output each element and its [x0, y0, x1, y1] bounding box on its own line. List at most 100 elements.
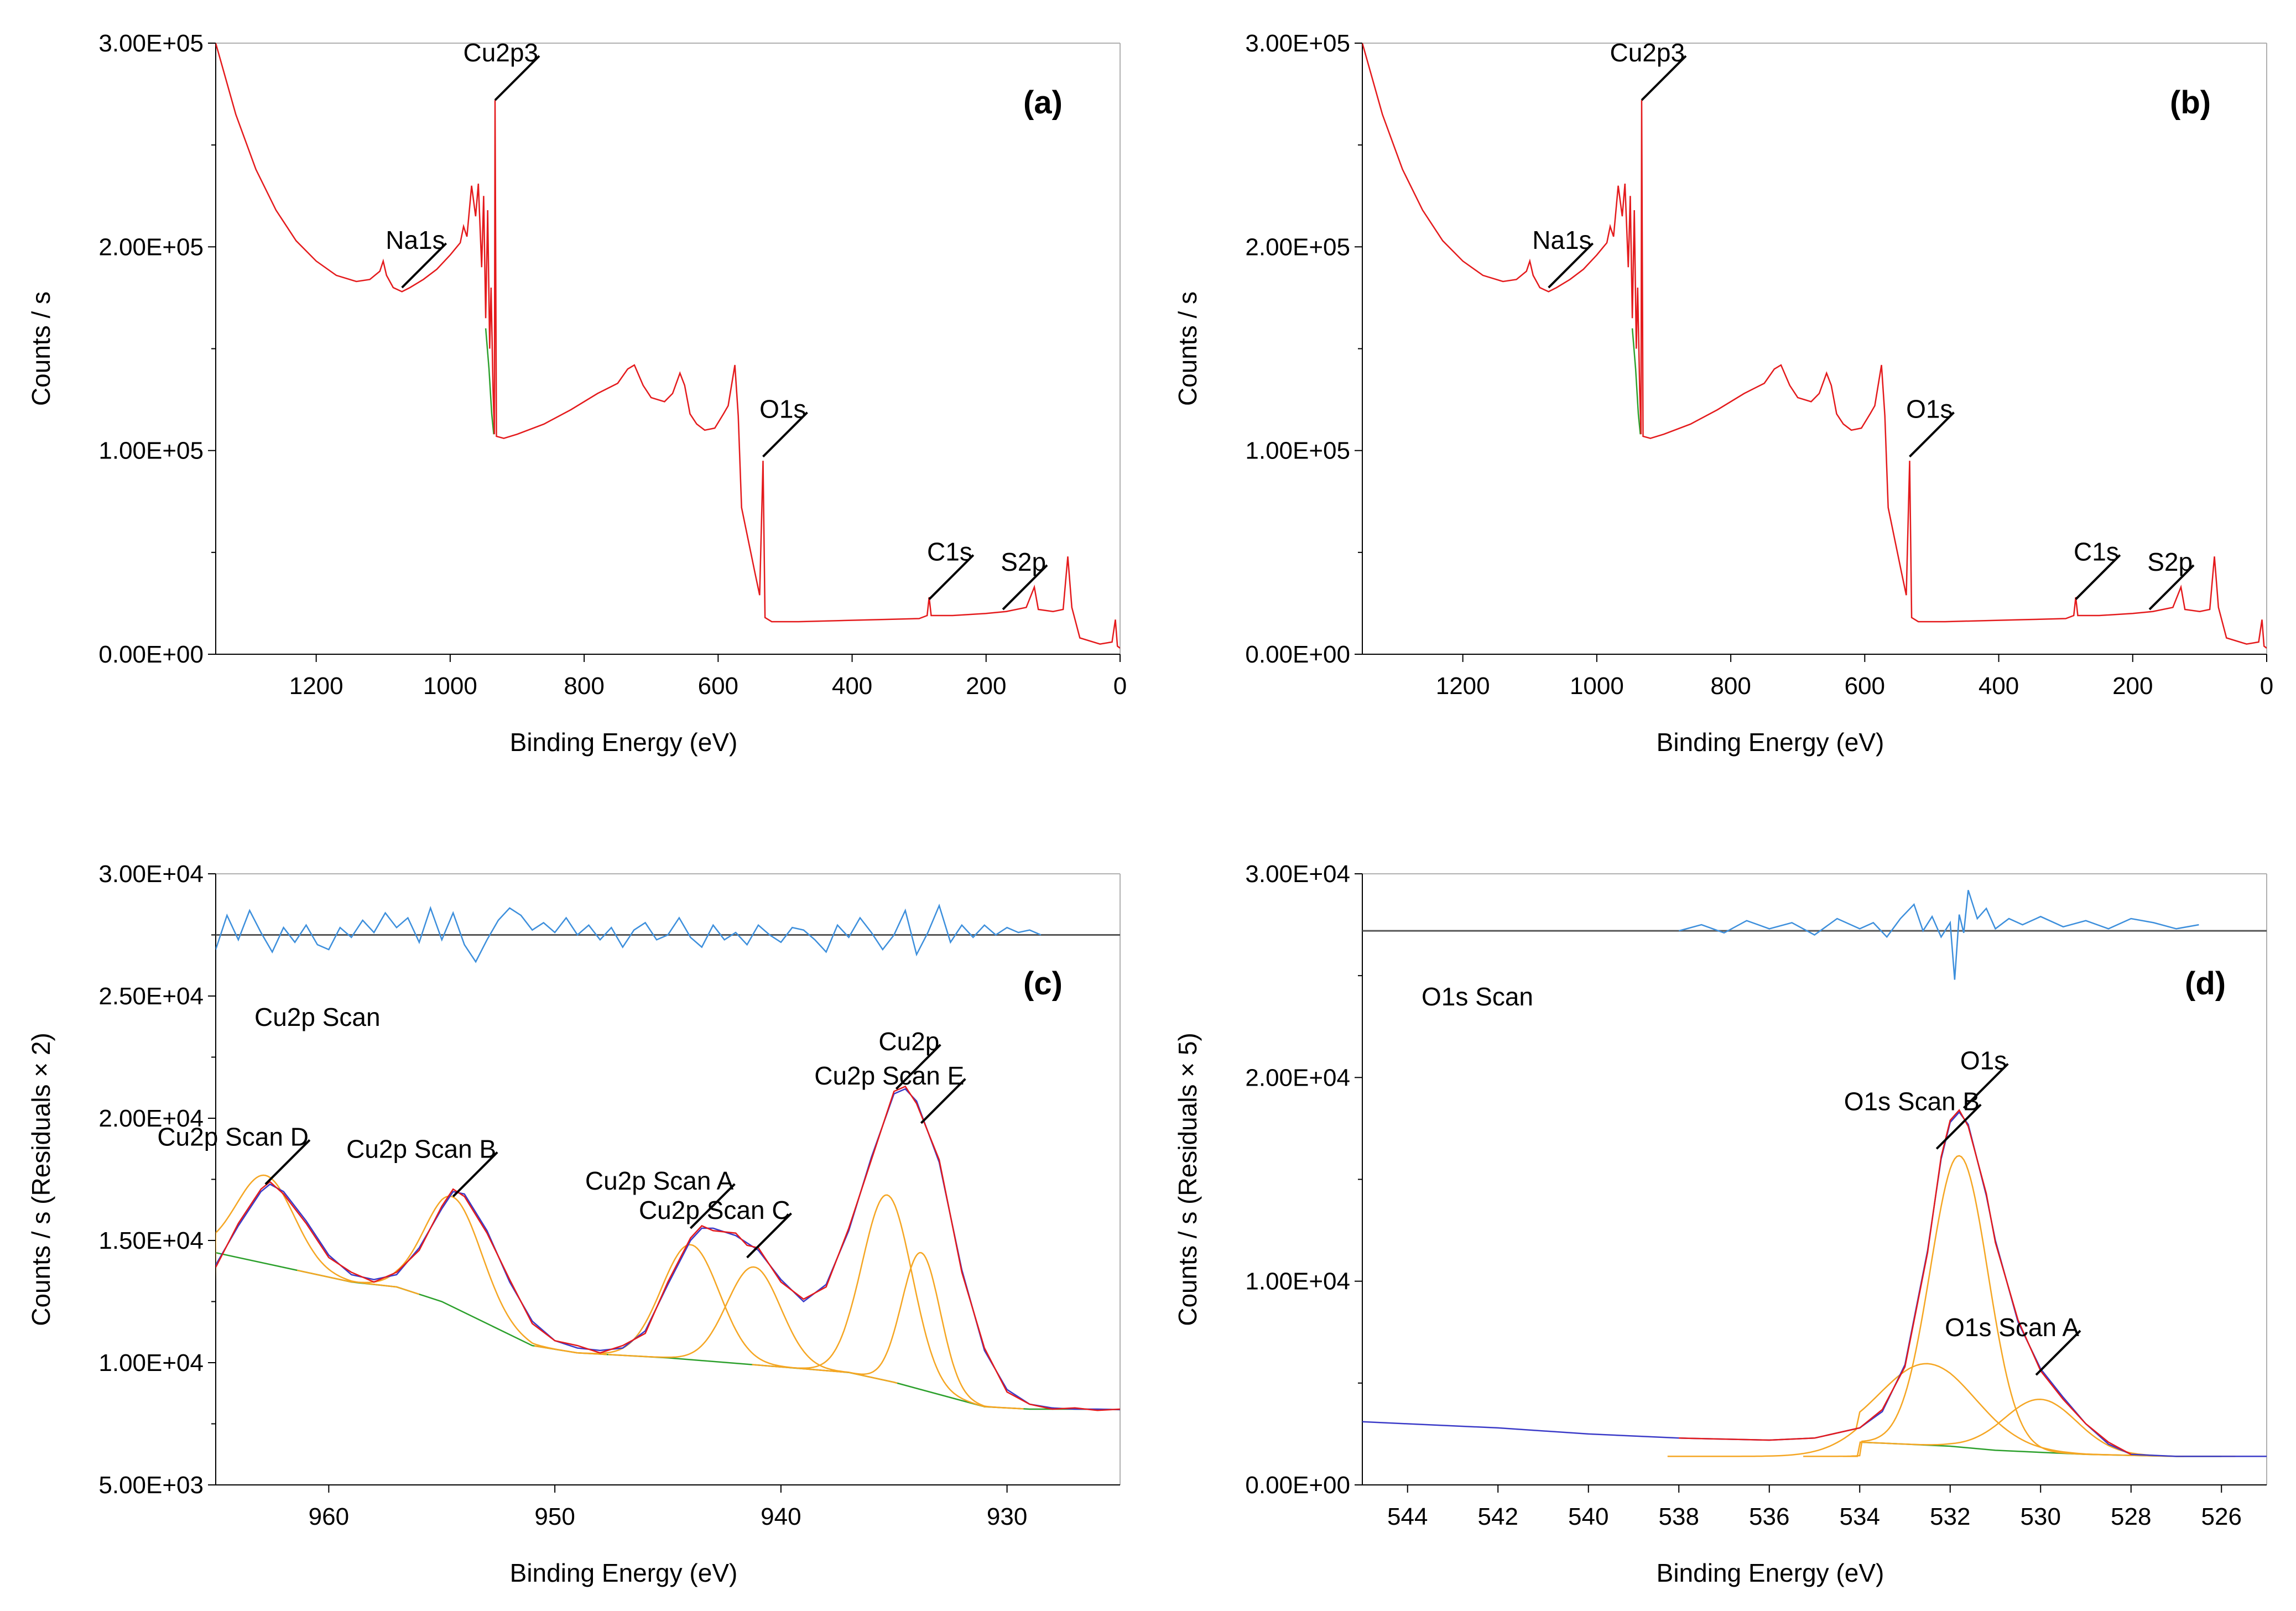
series-cu2p-scan-b: [296, 1195, 607, 1355]
x-tick-label: 400: [1979, 672, 2019, 700]
series-background: [216, 1252, 1120, 1411]
series-cu2p-second: [817, 1252, 1024, 1410]
x-tick-label: 540: [1568, 1503, 1608, 1530]
x-axis-label: Binding Energy (eV): [1657, 1558, 1884, 1587]
peak-leader-line: [494, 55, 540, 101]
x-tick-label: 600: [1845, 672, 1885, 700]
peak-leader-line: [895, 1044, 941, 1090]
plot-area: [216, 903, 1120, 1411]
peak-label: O1s: [1960, 1046, 2007, 1075]
panel-label: (a): [1023, 85, 1063, 121]
y-tick-label: 2.50E+04: [98, 983, 204, 1010]
y-tick-label: 5.00E+03: [98, 1472, 204, 1499]
x-tick-label: 532: [1930, 1503, 1970, 1530]
x-tick-label: 536: [1749, 1503, 1789, 1530]
peak-leader-line: [762, 411, 808, 458]
peak-label: C1s: [927, 538, 972, 566]
x-tick-label: 600: [698, 672, 738, 700]
x-tick-label: 960: [309, 1503, 349, 1530]
x-tick-label: 1200: [1436, 672, 1490, 700]
y-axis-label: Counts / s (Residuals × 2): [27, 1033, 55, 1326]
series-o1s-scan-c: [1667, 1363, 2184, 1457]
y-tick-label: 1.00E+04: [98, 1349, 204, 1377]
x-tick-label: 544: [1387, 1503, 1428, 1530]
series-cu2p-scan-c: [608, 1266, 898, 1384]
series-cu2p-scan-e: [752, 1194, 1021, 1410]
peak-leader-line: [1641, 55, 1687, 101]
y-tick-label: 2.00E+05: [1245, 233, 1350, 260]
peak-leader-line: [2148, 564, 2195, 611]
x-tick-label: 930: [987, 1503, 1027, 1530]
x-tick-label: 0: [2260, 672, 2273, 700]
series-survey-spectrum: [216, 43, 1120, 649]
peak-leader-line: [746, 1212, 792, 1259]
peak-label: Na1s: [386, 226, 445, 254]
plot-area: [1362, 890, 2267, 1457]
x-tick-label: 538: [1659, 1503, 1699, 1530]
series-residuals: [1678, 890, 2199, 980]
peak-leader-line: [689, 1183, 736, 1229]
x-tick-label: 1000: [1570, 672, 1624, 700]
panel-label: (b): [2170, 85, 2211, 121]
peak-label: O1s: [759, 395, 806, 424]
series-cu2p-scan-a: [534, 1244, 845, 1373]
x-tick-label: 800: [564, 672, 604, 700]
panel-label: (c): [1023, 966, 1063, 1002]
y-tick-label: 1.00E+04: [1245, 1268, 1350, 1295]
peak-label: Cu2p Scan C: [639, 1196, 790, 1224]
peak-leader-line: [452, 1151, 498, 1197]
y-tick-label: 0.00E+00: [1245, 641, 1350, 668]
peak-label: O1s Scan B: [1844, 1087, 1980, 1115]
peak-leader-line: [1909, 411, 1955, 458]
x-tick-label: 1000: [423, 672, 477, 700]
panel-label: (d): [2185, 966, 2226, 1002]
scan-title: Cu2p Scan: [254, 1003, 381, 1031]
y-tick-label: 2.00E+05: [98, 233, 204, 260]
peak-label: Cu2p Scan E: [814, 1061, 964, 1090]
x-tick-label: 950: [534, 1503, 575, 1530]
peak-leader-line: [401, 242, 447, 289]
y-tick-label: 0.00E+00: [98, 641, 204, 668]
y-axis-label: Counts / s: [1173, 291, 1202, 406]
x-tick-label: 400: [832, 672, 872, 700]
series-cu2p-scan-d: [216, 1174, 420, 1295]
y-tick-label: 3.00E+05: [98, 30, 204, 57]
peak-leader-line: [264, 1139, 311, 1185]
y-tick-label: 3.00E+05: [1245, 30, 1350, 57]
y-tick-label: 2.00E+04: [98, 1105, 204, 1132]
series-spectrum: [216, 1085, 1120, 1411]
y-tick-label: 0.00E+00: [1245, 1472, 1350, 1499]
peak-label: C1s: [2074, 538, 2119, 566]
panel-a: 0.00E+00 1.00E+05 2.00E+05 3.00E+05 1200 1000…: [27, 30, 1127, 757]
x-tick-label: 1200: [289, 672, 343, 700]
peak-label: Cu2p: [878, 1027, 939, 1056]
series-background: [485, 328, 494, 435]
peak-leader-line: [928, 554, 975, 600]
y-tick-label: 1.50E+04: [98, 1227, 204, 1254]
plot-area: [216, 43, 1120, 649]
x-tick-label: 534: [1840, 1503, 1880, 1530]
y-tick-label: 2.00E+04: [1245, 1064, 1350, 1091]
plot-area: [1362, 43, 2267, 649]
peak-label: Cu2p Scan B: [346, 1134, 496, 1163]
x-axis-label: Binding Energy (eV): [510, 728, 738, 757]
peak-leader-line: [920, 1078, 966, 1124]
series-envelope: [1362, 1111, 2267, 1457]
peak-leader-line: [1002, 564, 1048, 611]
peak-leader-line: [1962, 1063, 2009, 1109]
y-tick-label: 1.00E+05: [98, 437, 204, 465]
x-axis-label: Binding Energy (eV): [510, 1558, 738, 1587]
panel-c: 5.00E+03 1.00E+04 1.50E+04 2.00E+04 2.50E+04…: [27, 861, 1121, 1587]
y-tick-label: 3.00E+04: [1245, 861, 1350, 888]
peak-label: S2p: [2147, 548, 2193, 576]
panel-b: 0.00E+00 1.00E+05 2.00E+05 3.00E+05 1200 1000…: [1173, 30, 2273, 757]
series-o1s-scan-b: [1803, 1155, 2116, 1457]
x-tick-label: 940: [761, 1503, 801, 1530]
y-axis-label: Counts / s: [27, 291, 55, 406]
x-tick-label: 800: [1710, 672, 1751, 700]
y-axis-label: Counts / s (Residuals × 5): [1173, 1033, 1202, 1326]
x-tick-label: 200: [966, 672, 1006, 700]
panel-d: 0.00E+00 1.00E+04 2.00E+04 3.00E+04 544 542 54…: [1173, 861, 2267, 1587]
